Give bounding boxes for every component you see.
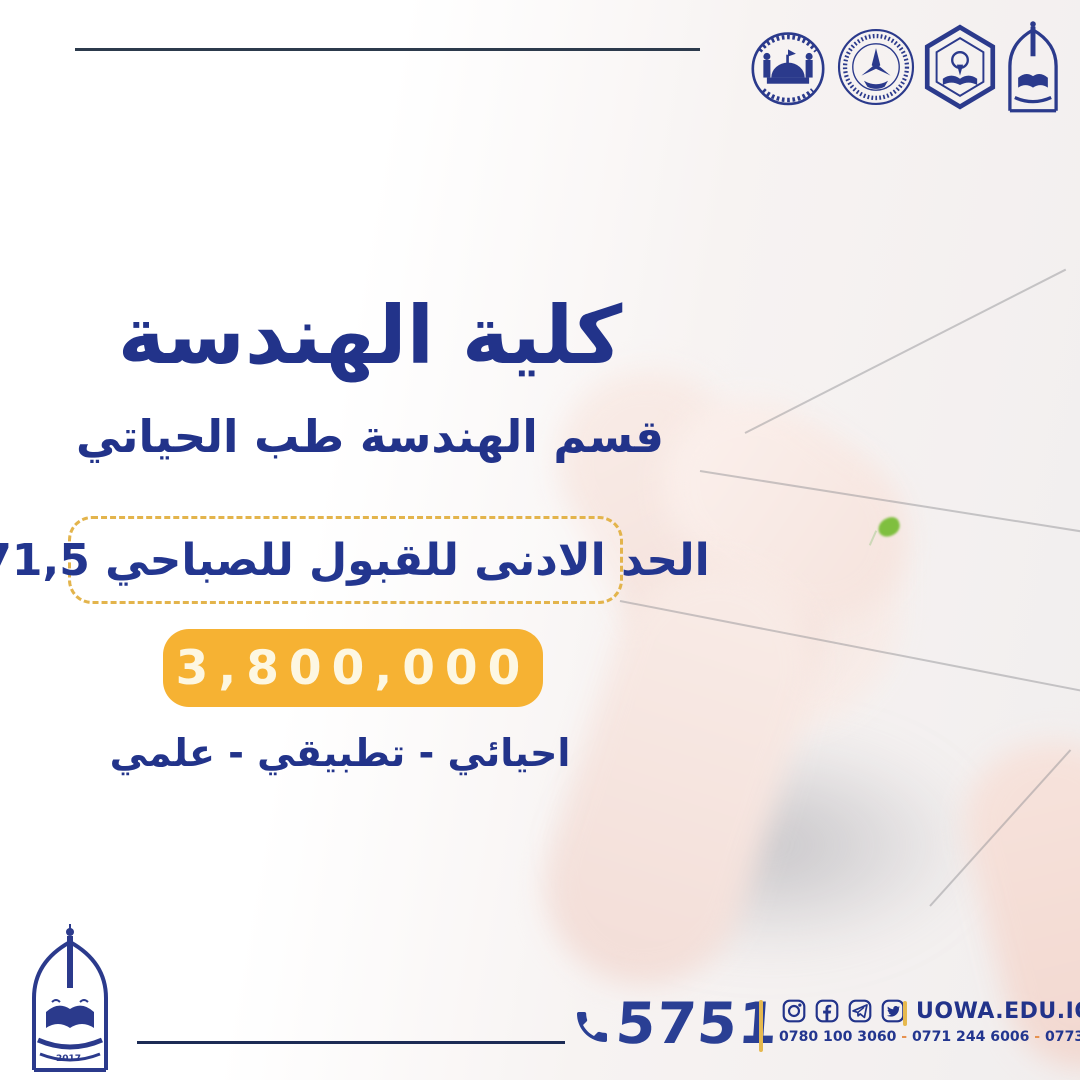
college-title: كلية الهندسة <box>117 289 623 382</box>
university-watermark-logo: 2017 <box>16 920 124 1078</box>
header-divider-line <box>75 48 700 51</box>
hotline-short-code: 5751 <box>613 991 781 1057</box>
eligible-streams-text: احيائي - تطبيقي - علمي <box>109 731 571 775</box>
footer-divider-line <box>137 1041 565 1044</box>
footer-gold-divider-small <box>903 1001 907 1026</box>
telegram-icon[interactable] <box>847 998 873 1024</box>
admission-minimum-text: الحد الادنى للقبول للصباحي 71,5 <box>0 534 710 586</box>
phone-number: 0773 489 6226 <box>1044 1029 1080 1045</box>
website-link[interactable]: UOWA.EDU.IQ <box>916 999 1080 1024</box>
phone-separator: - <box>1034 1029 1041 1045</box>
hexagon-book-pen-logo-icon <box>921 24 999 110</box>
phone-icon <box>572 1007 612 1047</box>
facebook-icon[interactable] <box>814 998 840 1024</box>
logo-row <box>744 16 1066 118</box>
phone-numbers-row: 0780 100 3060 - 0771 244 6006 - 0773 489… <box>779 1029 1080 1045</box>
logo-year-text: 2017 <box>56 1054 81 1064</box>
hotline-group: 5751 <box>572 991 781 1057</box>
phone-separator: - <box>901 1029 908 1045</box>
department-subtitle: قسم الهندسة طب الحياتي <box>76 410 664 463</box>
phone-number: 0780 100 3060 <box>779 1029 897 1045</box>
phone-number: 0771 244 6006 <box>911 1029 1030 1045</box>
university-warith-logo-icon <box>1000 18 1066 116</box>
instagram-icon[interactable] <box>781 998 807 1024</box>
social-icons-row <box>781 998 906 1024</box>
ministry-higher-education-logo-icon <box>833 24 919 110</box>
admission-minimum-box: الحد الادنى للقبول للصباحي 71,5 <box>0 516 710 604</box>
holy-shrine-secretariat-logo-icon <box>744 19 832 115</box>
tuition-fee-badge: 3,800,000 <box>163 629 543 707</box>
tuition-fee-value: 3,800,000 <box>175 640 531 696</box>
footer-gold-divider <box>759 1000 763 1052</box>
